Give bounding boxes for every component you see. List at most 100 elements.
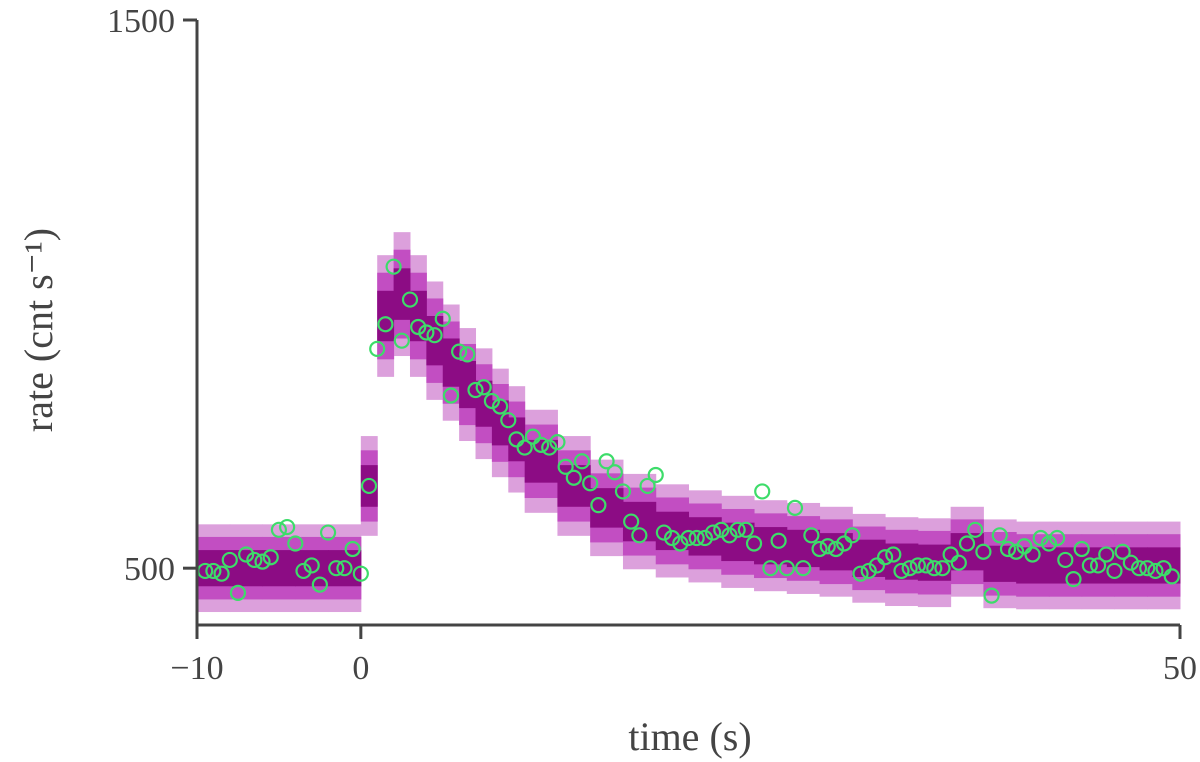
data-point — [811, 540, 828, 558]
data-point — [1147, 562, 1164, 580]
data-point — [999, 540, 1017, 558]
data-point — [475, 379, 492, 396]
data-point — [516, 439, 533, 456]
data-point — [1114, 543, 1131, 560]
data-point — [1098, 546, 1115, 563]
data-point — [541, 439, 558, 456]
data-point — [893, 562, 910, 580]
data-point — [770, 532, 787, 549]
data-point — [1057, 551, 1074, 569]
data-point — [795, 560, 812, 577]
data-point — [942, 546, 959, 563]
data-point — [713, 521, 730, 538]
data-point — [1163, 568, 1180, 585]
data-point — [360, 477, 378, 495]
data-point — [401, 291, 419, 308]
data-point — [1081, 557, 1098, 574]
data-point — [1024, 546, 1041, 563]
data-point — [1139, 560, 1156, 577]
data-point — [975, 543, 992, 560]
data-point — [967, 521, 984, 538]
data-point — [385, 258, 402, 275]
data-point — [721, 527, 738, 544]
data-point — [303, 557, 320, 574]
data-point — [991, 527, 1008, 544]
data-point — [426, 327, 443, 344]
data-point — [885, 546, 902, 563]
data-point — [451, 343, 468, 360]
data-point — [410, 318, 427, 336]
y-tick-label: 1500 — [107, 3, 175, 40]
data-point — [352, 565, 369, 582]
data-point — [508, 431, 525, 448]
data-point — [434, 310, 451, 327]
data-point — [532, 436, 550, 453]
data-point — [246, 551, 263, 569]
data-point — [1155, 560, 1172, 577]
band-segment — [622, 501, 657, 542]
data-point — [573, 453, 591, 470]
data-point — [639, 477, 656, 495]
x-axis-label: time (s) — [628, 714, 751, 759]
band-segment — [409, 290, 427, 342]
data-point — [868, 557, 886, 574]
data-point — [344, 540, 361, 558]
data-point — [901, 560, 918, 577]
data-point — [254, 553, 271, 570]
data-point — [729, 521, 746, 538]
data-point — [926, 560, 943, 577]
data-point — [459, 346, 476, 363]
data-point — [557, 458, 574, 475]
x-tick-label: 0 — [352, 650, 369, 687]
data-point — [1016, 538, 1033, 555]
data-point — [262, 549, 279, 566]
band-segment — [295, 550, 329, 587]
data-point — [917, 557, 935, 574]
data-point — [295, 562, 312, 580]
data-point — [876, 549, 894, 566]
data-point — [737, 521, 754, 538]
data-point — [950, 554, 967, 571]
data-point — [1130, 560, 1148, 577]
data-point — [606, 464, 623, 481]
y-tick-label: 500 — [124, 551, 175, 588]
data-point — [549, 434, 566, 451]
data-point — [336, 560, 353, 577]
data-point — [1122, 554, 1139, 571]
data-point — [467, 381, 484, 399]
x-tick-label: −10 — [170, 650, 223, 687]
data-point — [696, 529, 713, 547]
data-point — [934, 560, 951, 577]
data-point — [221, 551, 238, 569]
data-point — [909, 557, 926, 574]
data-point — [582, 475, 599, 492]
data-point — [1040, 535, 1058, 552]
data-point — [1106, 562, 1123, 580]
data-point — [745, 535, 763, 552]
data-point — [860, 562, 877, 580]
data-point — [852, 565, 869, 582]
data-point — [565, 469, 582, 486]
data-point — [647, 466, 664, 484]
data-point — [238, 546, 255, 563]
band-segment — [360, 465, 378, 507]
data-point — [688, 529, 705, 547]
data-point — [623, 513, 640, 530]
data-point — [491, 398, 509, 415]
data-point — [328, 560, 345, 577]
band-segment — [590, 488, 624, 528]
data-point — [229, 584, 247, 601]
data-point — [1065, 571, 1082, 588]
data-point — [311, 576, 328, 593]
band-segment — [442, 338, 460, 387]
data-point — [279, 518, 296, 536]
data-point — [983, 587, 1000, 604]
band-segment — [393, 268, 411, 320]
data-point — [213, 565, 230, 582]
data-point — [1089, 557, 1107, 574]
data-point — [483, 392, 500, 410]
data-point — [369, 340, 386, 358]
data-point — [803, 527, 820, 544]
band-segment — [377, 290, 395, 342]
